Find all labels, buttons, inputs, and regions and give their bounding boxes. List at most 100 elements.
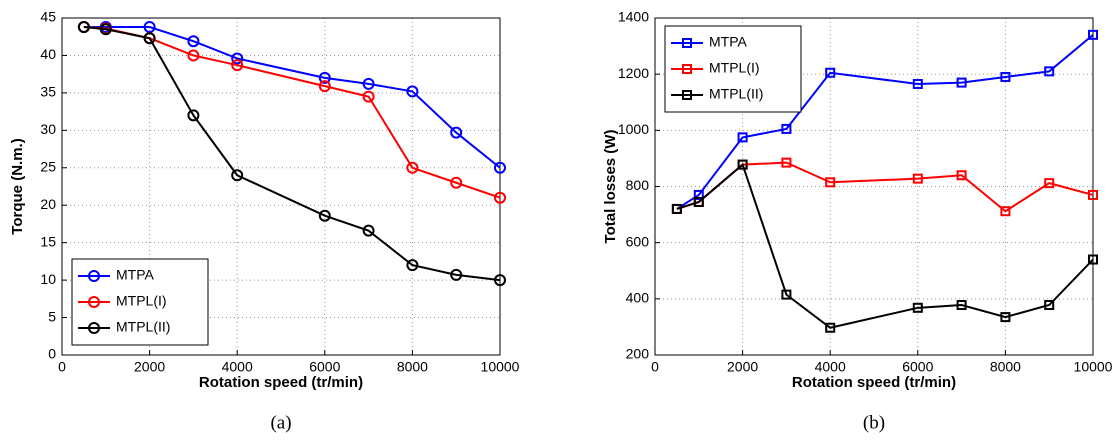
x-tick-label: 0: [58, 359, 66, 375]
marker: [231, 52, 244, 65]
marker: [88, 322, 100, 334]
marker: [956, 170, 967, 181]
legend-label: MTPL(II): [116, 319, 170, 335]
x-tick-label: 10000: [481, 359, 520, 375]
marker: [737, 159, 748, 170]
x-tick-label: 4000: [815, 359, 846, 375]
y-tick-label: 30: [40, 121, 56, 137]
marker: [956, 77, 967, 88]
marker: [231, 169, 244, 182]
marker: [1088, 29, 1098, 40]
marker: [362, 224, 375, 237]
marker: [1000, 206, 1011, 217]
x-tick-label: 2000: [134, 359, 165, 375]
y-tick-label: 800: [626, 177, 650, 193]
line-chart: 200 400 600 800 1000 1200 1400 0 2000 4000 6000 800…: [602, 9, 1113, 434]
marker: [187, 49, 200, 62]
series-line: [83, 25, 501, 282]
marker: [143, 20, 156, 33]
y-tick-label: 0: [48, 346, 56, 362]
x-tick-label: 4000: [222, 359, 253, 375]
marker: [231, 59, 244, 72]
series-line: [676, 34, 1094, 210]
marker: [1044, 300, 1055, 311]
marker: [956, 300, 967, 311]
marker: [682, 38, 692, 48]
series-line: [83, 25, 501, 199]
y-tick-label: 1200: [618, 65, 649, 81]
marker: [825, 322, 836, 333]
line-chart: 0 5 10 15 20 25 30 35 40 45 0 2000 4000 6000 8000 10000…: [9, 9, 520, 434]
y-tick-label: 35: [40, 84, 56, 100]
x-tick-label: 2000: [727, 359, 758, 375]
marker: [318, 80, 331, 93]
y-tick-label: 1000: [618, 121, 649, 137]
marker: [77, 20, 90, 33]
marker: [99, 23, 112, 36]
y-tick-label: 15: [40, 233, 56, 249]
y-tick-label: 10: [40, 271, 56, 287]
series-line: [83, 25, 501, 169]
marker: [1044, 178, 1055, 189]
marker: [450, 126, 463, 139]
x-tick-label: 6000: [902, 359, 933, 375]
marker: [825, 177, 836, 188]
marker: [450, 268, 463, 281]
x-tick-label: 8000: [397, 359, 428, 375]
marker: [682, 64, 692, 74]
marker: [450, 176, 463, 189]
marker: [781, 157, 792, 168]
marker: [912, 78, 923, 89]
marker: [494, 274, 506, 287]
y-axis-label: Torque (N.m.): [9, 138, 26, 234]
y-tick-label: 40: [40, 46, 56, 62]
marker: [362, 90, 375, 103]
marker: [693, 196, 704, 207]
marker: [494, 161, 506, 174]
marker: [406, 85, 419, 98]
marker: [362, 77, 375, 90]
marker: [737, 132, 748, 143]
caption: (b): [863, 412, 885, 433]
plot-frame: [61, 17, 501, 356]
marker: [1044, 66, 1055, 77]
legend-label: MTPL(I): [116, 293, 167, 309]
x-tick-label: 8000: [990, 359, 1021, 375]
y-tick-label: 200: [626, 346, 650, 362]
x-tick-label: 10000: [1074, 359, 1113, 375]
marker: [318, 71, 331, 84]
y-tick-label: 5: [48, 308, 56, 324]
y-tick-label: 400: [626, 290, 650, 306]
marker: [781, 123, 792, 134]
marker: [682, 90, 692, 100]
marker: [825, 67, 836, 78]
marker: [494, 191, 506, 204]
legend-label: MTPA: [709, 34, 748, 50]
marker: [1088, 189, 1098, 200]
marker: [1000, 312, 1011, 323]
x-axis-label: Rotation speed (tr/min): [792, 374, 956, 391]
marker: [912, 302, 923, 313]
y-axis-label: Total losses (W): [602, 130, 619, 244]
marker: [912, 173, 923, 184]
legend-label: MTPA: [116, 267, 155, 283]
y-tick-label: 45: [40, 9, 56, 25]
marker: [406, 161, 419, 174]
legend-label: MTPL(II): [709, 86, 763, 102]
x-tick-label: 0: [651, 359, 659, 375]
legend-label: MTPL(I): [709, 60, 760, 76]
marker: [187, 35, 200, 48]
marker: [88, 296, 100, 308]
marker: [1088, 254, 1098, 265]
y-tick-label: 1400: [618, 9, 649, 25]
marker: [406, 259, 419, 272]
marker: [318, 209, 331, 222]
x-axis-label: Rotation speed (tr/min): [199, 374, 363, 391]
x-tick-label: 6000: [309, 359, 340, 375]
marker: [187, 109, 200, 122]
y-tick-label: 20: [40, 196, 56, 212]
plot-frame: [654, 17, 1094, 356]
series-line: [676, 162, 1094, 329]
caption: (a): [270, 412, 291, 433]
